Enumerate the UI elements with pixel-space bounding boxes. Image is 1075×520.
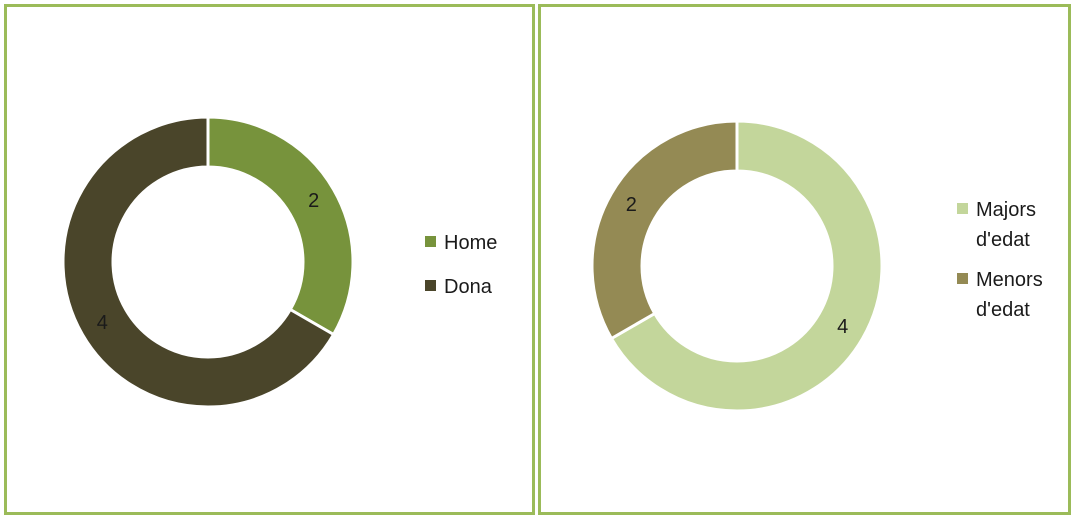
legend-swatch-majors	[957, 203, 968, 214]
legend-swatch-menors	[957, 273, 968, 284]
legend-age: Majors d'edat Menors d'edat	[957, 195, 1067, 335]
donut-slice-home	[206, 115, 355, 337]
data-label-majors-d-edat: 4	[837, 316, 848, 338]
donut-slice-dona	[61, 115, 336, 409]
donut-chart-age: 42	[590, 119, 884, 413]
donut-slice-majors-d-edat	[609, 119, 884, 413]
legend-swatch-home	[425, 236, 436, 247]
legend-label-home: Home	[444, 232, 498, 254]
data-label-dona: 4	[97, 312, 108, 334]
donut-chart-gender: 24	[61, 115, 355, 409]
legend-item-dona: Dona	[425, 272, 497, 302]
legend-item-majors: Majors d'edat	[957, 195, 1067, 255]
legend-item-home: Home	[425, 228, 497, 258]
legend-swatch-dona	[425, 280, 436, 291]
legend-label-majors: Majors d'edat	[976, 199, 1037, 251]
donut-slice-menors-d-edat	[590, 119, 739, 341]
legend-gender: Home Dona	[425, 228, 497, 316]
legend-label-menors: Menors d'edat	[976, 269, 1043, 321]
data-label-menors-d-edat: 2	[626, 194, 637, 216]
legend-label-dona: Dona	[444, 276, 492, 298]
legend-item-menors: Menors d'edat	[957, 265, 1067, 325]
data-label-home: 2	[308, 190, 319, 212]
